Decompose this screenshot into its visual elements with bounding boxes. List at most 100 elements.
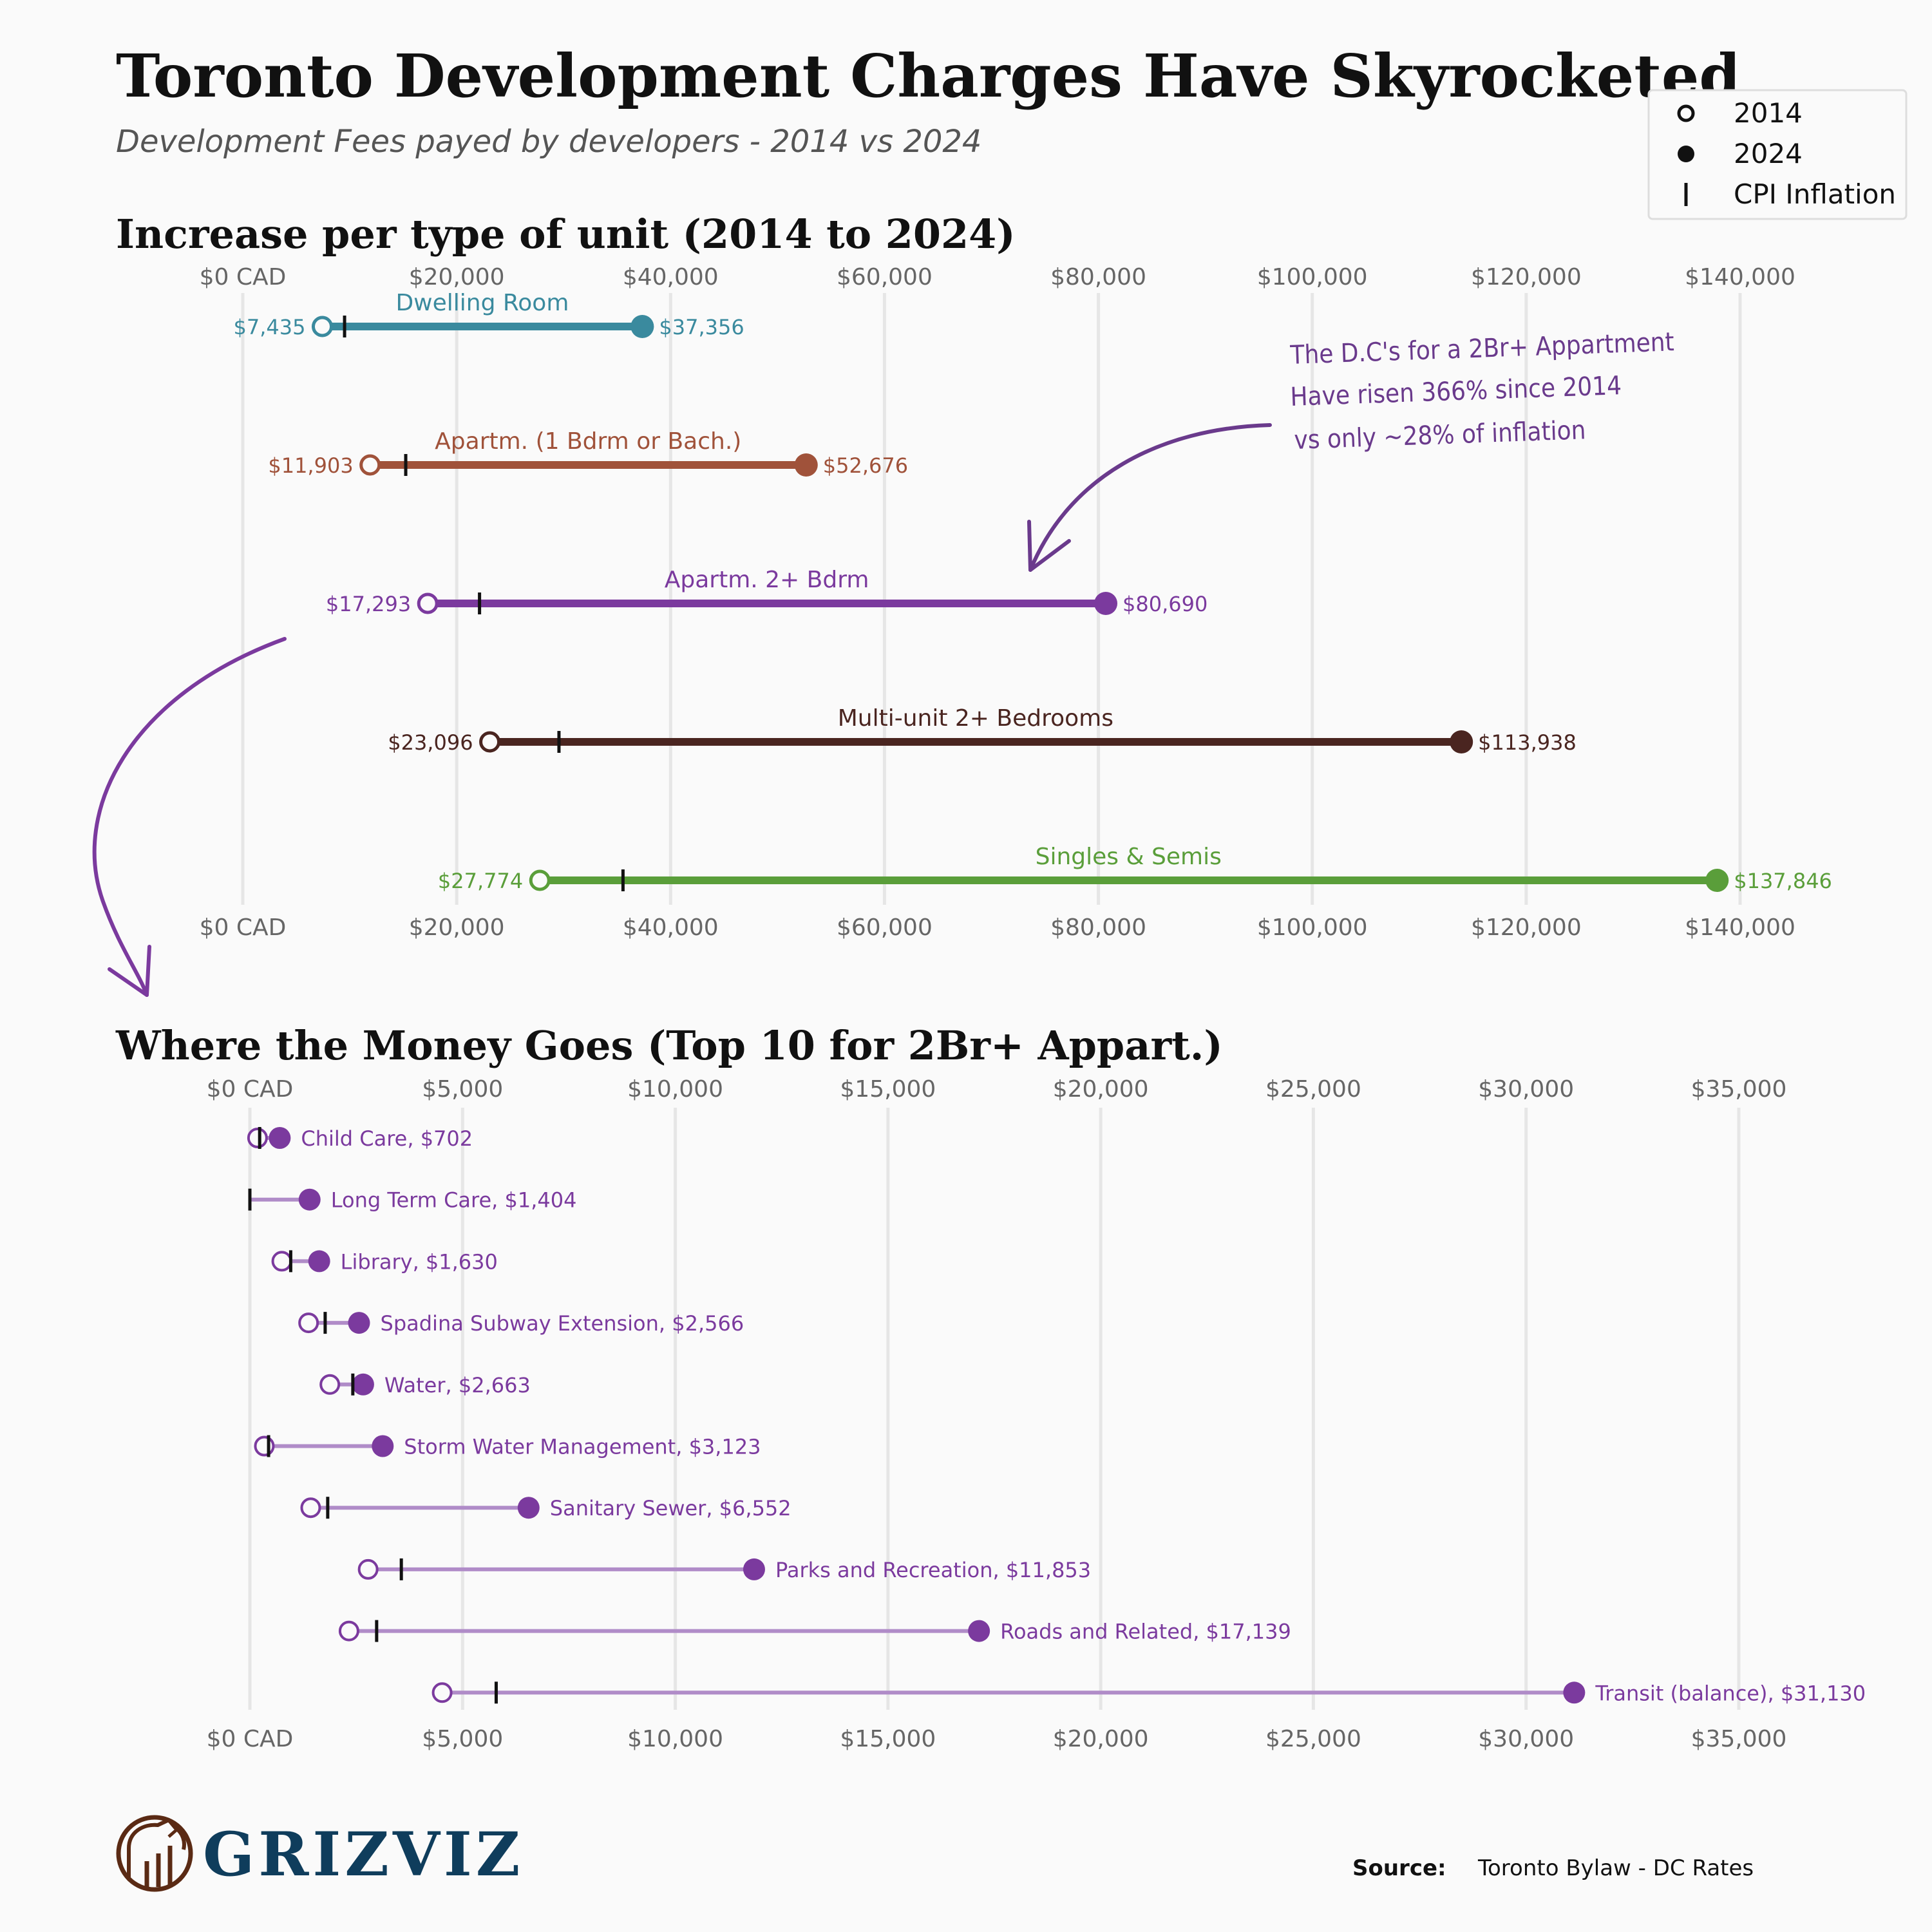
section-title-money-goes: Where the Money Goes (Top 10 for 2Br+ Ap…	[115, 1022, 1223, 1069]
series-label: Multi-unit 2+ Bedrooms	[838, 705, 1113, 732]
x-tick-label-bottom: $120,000	[1471, 914, 1582, 941]
point-2024	[372, 1435, 394, 1457]
category-value-label: Parks and Recreation, $11,853	[775, 1558, 1091, 1582]
chart-money-goes: $0 CAD $0 CAD $5,000 $5,000 $10,000 $10,000 $1…	[207, 1076, 1866, 1752]
x-tick-label-top: $100,000	[1257, 264, 1368, 290]
value-label-2024: $80,690	[1122, 592, 1208, 616]
legend-label-2024: 2024	[1734, 138, 1803, 169]
page-subtitle: Development Fees payed by developers - 2…	[116, 124, 981, 160]
point-2014	[529, 869, 551, 891]
point-2014	[311, 316, 333, 337]
category-value-label: Roads and Related, $17,139	[1000, 1620, 1291, 1644]
x-tick-label-top: $40,000	[623, 264, 719, 290]
point-2014	[298, 1312, 319, 1334]
x-tick-label-bottom: $80,000	[1050, 914, 1146, 941]
point-2024	[348, 1312, 370, 1334]
series-label: Singles & Semis	[1036, 844, 1222, 870]
point-2014	[431, 1682, 453, 1703]
point-2014	[338, 1620, 359, 1642]
legend: 2014 2024 CPI Inflation	[1647, 89, 1908, 220]
x-tick-label-top: $30,000	[1478, 1076, 1574, 1103]
section-connector-arrow-icon	[92, 637, 287, 997]
source-label: Source:	[1352, 1855, 1446, 1881]
x-tick-label-top: $20,000	[1053, 1076, 1149, 1103]
point-2014	[300, 1497, 321, 1519]
point-2024	[1450, 730, 1473, 753]
page-title: Toronto Development Charges Have Skyrock…	[116, 41, 1741, 111]
x-tick-label-bottom: $10,000	[627, 1726, 723, 1752]
point-2024	[968, 1620, 990, 1642]
x-tick-label-bottom: $25,000	[1265, 1726, 1361, 1752]
category-value-label: Sanitary Sewer, $6,552	[550, 1496, 791, 1520]
category-value-label: Spadina Subway Extension, $2,566	[381, 1311, 744, 1336]
legend-marker-2024-icon	[1678, 146, 1694, 162]
point-2024	[1705, 869, 1729, 892]
point-2024	[352, 1373, 374, 1396]
value-label-2014: $17,293	[326, 592, 411, 616]
section-title-unit-types: Increase per type of unit (2014 to 2024)	[116, 211, 1016, 258]
x-tick-label-bottom: $20,000	[1053, 1726, 1149, 1752]
series-label: Apartm. 2+ Bdrm	[665, 567, 869, 593]
x-tick-label-bottom: $5,000	[422, 1726, 503, 1752]
x-tick-label-bottom: $20,000	[409, 914, 505, 941]
category-value-label: Water, $2,663	[384, 1373, 531, 1397]
value-label-2014: $23,096	[388, 730, 473, 755]
point-2024	[269, 1127, 291, 1149]
annotation-line-3: vs only ~28% of inflation	[1294, 415, 1586, 455]
x-tick-label-top: $5,000	[422, 1076, 503, 1103]
x-tick-label-top: $10,000	[627, 1076, 723, 1103]
point-2014	[247, 1128, 268, 1148]
x-tick-label-bottom: $15,000	[840, 1726, 936, 1752]
annotation-arrow-icon	[1028, 423, 1272, 572]
point-2014	[359, 454, 381, 476]
point-2014	[271, 1251, 292, 1272]
source-value: Toronto Bylaw - DC Rates	[1477, 1855, 1754, 1881]
point-2024	[517, 1497, 540, 1519]
x-tick-label-bottom: $30,000	[1478, 1726, 1574, 1752]
series-label: Apartm. (1 Bdrm or Bach.)	[435, 428, 741, 455]
x-tick-label-top: $140,000	[1685, 264, 1795, 290]
legend-box	[1647, 89, 1908, 220]
x-tick-label-top: $20,000	[409, 264, 505, 290]
annotation: The D.C's for a 2Br+ Appartment Have ris…	[1027, 327, 1675, 572]
point-2024	[743, 1558, 765, 1580]
x-tick-label-top: $0 CAD	[200, 264, 287, 290]
value-label-2024: $37,356	[659, 315, 744, 339]
legend-label-2014: 2014	[1734, 97, 1803, 129]
category-value-label: Transit (balance), $31,130	[1595, 1681, 1866, 1705]
value-label-2014: $7,435	[234, 315, 306, 339]
point-2024	[298, 1188, 321, 1211]
value-label-2014: $11,903	[268, 453, 353, 478]
series-label: Dwelling Room	[395, 290, 569, 316]
point-2014	[417, 592, 439, 614]
point-2014	[357, 1558, 379, 1580]
x-tick-label-top: $120,000	[1471, 264, 1582, 290]
x-tick-label-bottom: $35,000	[1691, 1726, 1787, 1752]
annotation-arrowhead-icon	[1027, 520, 1071, 572]
category-value-label: Child Care, $702	[301, 1126, 473, 1151]
annotation-line-1: The D.C's for a 2Br+ Appartment	[1289, 327, 1675, 370]
x-tick-label-bottom: $100,000	[1257, 914, 1368, 941]
legend-label-cpi: CPI Inflation	[1734, 178, 1896, 210]
point-2024	[1563, 1681, 1586, 1704]
x-tick-label-top: $80,000	[1050, 264, 1146, 290]
point-2024	[1094, 592, 1118, 615]
category-value-label: Storm Water Management, $3,123	[404, 1435, 761, 1459]
bear-chart-icon	[116, 1815, 193, 1892]
legend-marker-2014-icon	[1677, 104, 1695, 122]
point-2014	[254, 1435, 275, 1457]
point-2024	[794, 453, 818, 477]
x-tick-label-top: $60,000	[837, 264, 933, 290]
value-label-2024: $113,938	[1478, 730, 1577, 755]
chart-unit-types: $0 CAD $0 CAD $20,000 $20,000 $40,000 $40,000…	[200, 264, 1832, 941]
point-2014	[479, 731, 501, 753]
category-value-label: Library, $1,630	[341, 1249, 498, 1274]
point-2024	[630, 315, 654, 338]
point-2024	[308, 1250, 330, 1273]
annotation-line-2: Have risen 366% since 2014	[1290, 371, 1622, 412]
value-label-2024: $137,846	[1734, 869, 1832, 893]
x-tick-label-top: $25,000	[1265, 1076, 1361, 1103]
x-tick-label-top: $35,000	[1691, 1076, 1787, 1103]
x-tick-label-bottom: $0 CAD	[207, 1726, 294, 1752]
